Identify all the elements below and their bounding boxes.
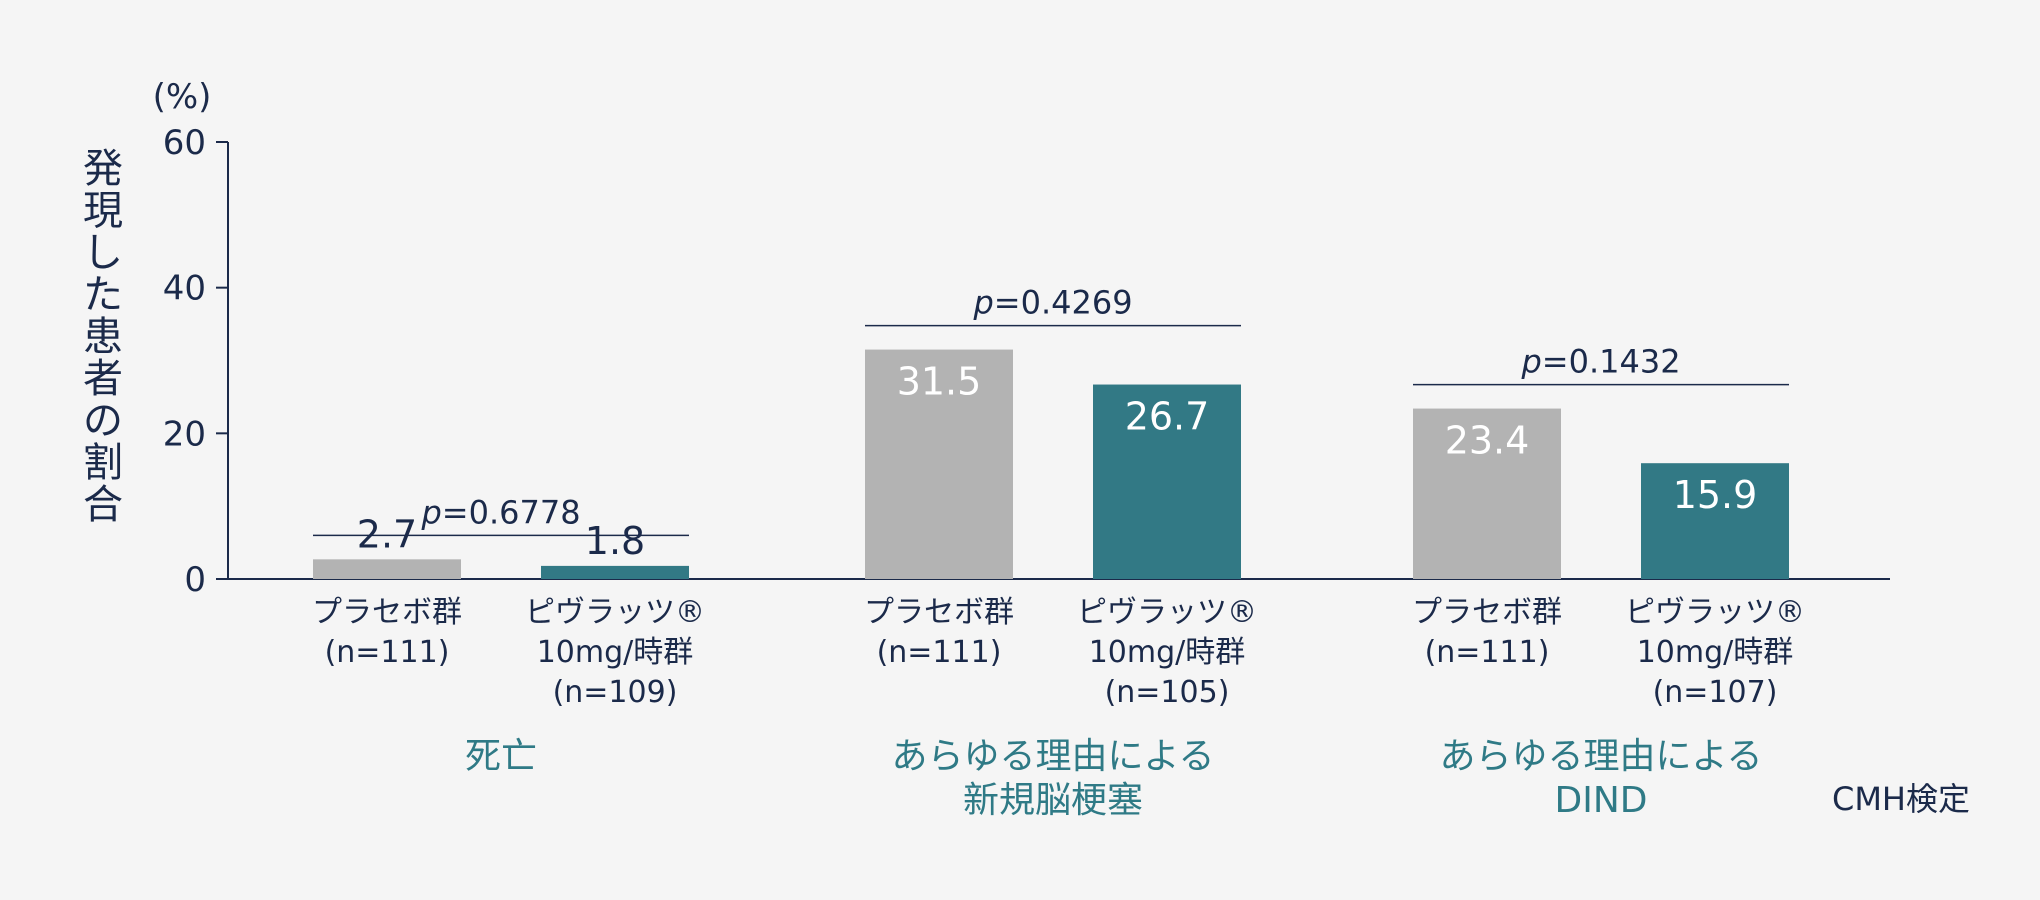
p-value-label: p=0.4269 (972, 284, 1132, 322)
category-label: ピヴラッツ® (1625, 595, 1805, 630)
p-symbol: p (1520, 343, 1541, 381)
category-label: (n=109) (553, 675, 678, 710)
y-tick-label: 60 (163, 123, 206, 163)
p-value-label: p=0.1432 (1520, 343, 1680, 381)
bar-drug (1641, 463, 1789, 579)
category-label: ピヴラッツ® (525, 595, 705, 630)
p-symbol: p (420, 493, 441, 531)
group-label: 新規脳梗塞 (963, 780, 1143, 821)
footnote: CMH検定 (1832, 780, 1970, 818)
y-axis-label: 発現した患者の割合 (83, 146, 123, 528)
y-tick-label: 40 (163, 269, 206, 309)
category-label: 10mg/時群 (1089, 635, 1246, 670)
group-label: 死亡 (465, 736, 537, 777)
p-value: =0.1432 (1542, 343, 1681, 381)
bar-value-label: 2.7 (357, 512, 417, 556)
category-label: プラセボ群 (864, 595, 1014, 630)
y-tick-label: 0 (184, 560, 206, 600)
bar-drug (541, 565, 689, 579)
category-label: 10mg/時群 (1637, 635, 1794, 670)
category-label: プラセボ群 (312, 595, 462, 630)
bar-value-label: 15.9 (1673, 473, 1758, 517)
p-value: =0.4269 (994, 284, 1133, 322)
bar-value-label: 1.8 (585, 519, 645, 563)
bar-value-label: 31.5 (897, 360, 982, 404)
group-label: あらゆる理由による (892, 736, 1215, 777)
y-tick-label: 20 (163, 414, 206, 454)
category-label: プラセボ群 (1412, 595, 1562, 630)
bar-placebo (313, 559, 461, 579)
p-value-label: p=0.6778 (420, 493, 580, 531)
bar-value-label: 23.4 (1445, 419, 1530, 463)
bar-value-label: 26.7 (1125, 395, 1210, 439)
category-label: ピヴラッツ® (1077, 595, 1257, 630)
bar-placebo (1413, 408, 1561, 579)
category-label: 10mg/時群 (537, 635, 694, 670)
category-label: (n=111) (1425, 635, 1550, 670)
group-label: DIND (1555, 780, 1648, 821)
bar-placebo (865, 349, 1013, 579)
bar-drug (1093, 384, 1241, 579)
p-symbol: p (972, 284, 993, 322)
p-value: =0.6778 (442, 493, 581, 531)
category-label: (n=111) (877, 635, 1002, 670)
y-unit-label: (%) (153, 77, 212, 117)
category-label: (n=111) (325, 635, 450, 670)
category-label: (n=105) (1105, 675, 1230, 710)
group-label: あらゆる理由による (1440, 736, 1763, 777)
category-label: (n=107) (1653, 675, 1778, 710)
